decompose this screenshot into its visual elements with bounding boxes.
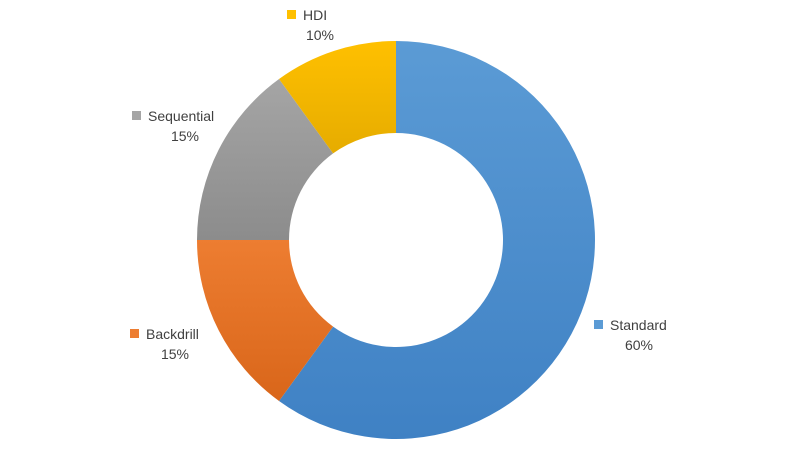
slice-category-label: Sequential — [148, 108, 214, 124]
slice-category-label: Standard — [610, 317, 667, 333]
slice-label-standard: Standard 60% — [594, 317, 667, 353]
slice-category-label: Backdrill — [146, 326, 199, 342]
slice-hdi — [279, 41, 396, 154]
legend-swatch-standard — [594, 320, 603, 329]
slice-backdrill — [197, 240, 334, 401]
legend-swatch-hdi — [287, 10, 296, 19]
slice-value-label: 60% — [625, 337, 653, 353]
slice-value-label: 10% — [306, 27, 334, 43]
slice-category-label: HDI — [303, 7, 327, 23]
legend-swatch-backdrill — [130, 329, 139, 338]
slice-label-backdrill: Backdrill 15% — [130, 326, 199, 362]
legend-swatch-sequential — [132, 111, 141, 120]
slice-label-hdi: HDI 10% — [287, 7, 334, 43]
labels-group: Standard 60% Backdrill 15% Sequential 15% HDI 1… — [130, 7, 667, 362]
slice-value-label: 15% — [171, 128, 199, 144]
slices-group — [197, 41, 595, 440]
slice-value-label: 15% — [161, 346, 189, 362]
slice-sequential — [197, 79, 334, 240]
slice-label-sequential: Sequential 15% — [132, 108, 214, 144]
slice-standard — [279, 41, 595, 440]
